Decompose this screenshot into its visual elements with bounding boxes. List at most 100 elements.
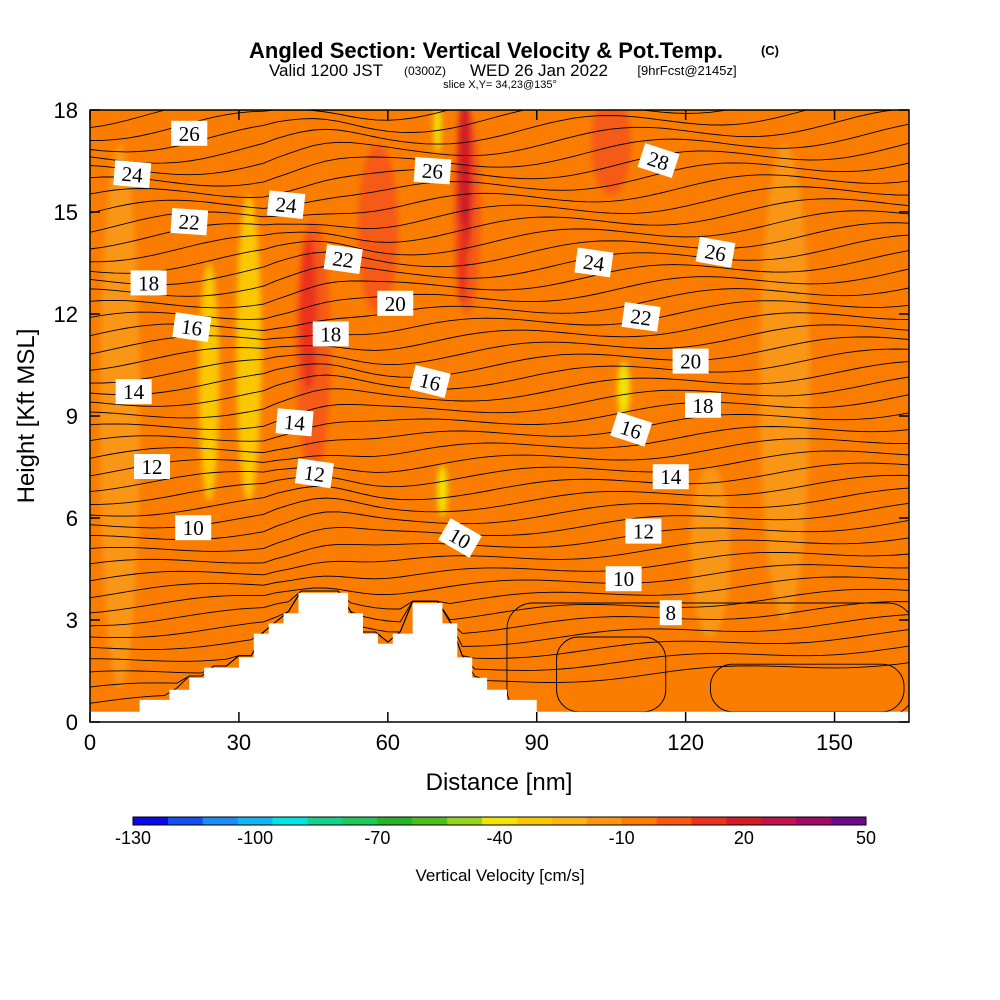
contour-label: 20 bbox=[672, 348, 709, 374]
contour-label-text: 8 bbox=[665, 601, 676, 625]
contour-label-box bbox=[172, 312, 212, 342]
x-tick-label: 150 bbox=[816, 730, 853, 755]
colorbar-tick-label: -100 bbox=[237, 828, 273, 848]
velocity-cell bbox=[690, 467, 731, 637]
isentrope bbox=[90, 450, 909, 505]
contour-label: 22 bbox=[170, 207, 209, 236]
contour-label-box bbox=[171, 120, 208, 146]
contour-label-text: 14 bbox=[123, 380, 145, 404]
velocity-cell bbox=[299, 237, 318, 391]
contour-label: 14 bbox=[275, 408, 314, 437]
contour-label-box bbox=[438, 518, 482, 558]
isentrope bbox=[90, 588, 909, 639]
valid-time: Valid 1200 JST bbox=[269, 61, 383, 80]
isentrope bbox=[90, 590, 909, 662]
isentrope bbox=[90, 210, 909, 274]
contour-label: 12 bbox=[134, 454, 171, 479]
x-tick-label: 90 bbox=[524, 730, 548, 755]
contour-label-box bbox=[275, 408, 314, 437]
isentrope bbox=[90, 110, 729, 153]
contour-label: 8 bbox=[659, 600, 682, 626]
contour-label-text: 14 bbox=[660, 465, 682, 489]
chart-title: Angled Section: Vertical Velocity & Pot.… bbox=[249, 38, 723, 63]
contour-label-box bbox=[175, 515, 212, 541]
contour-label-text: 22 bbox=[629, 304, 653, 331]
colorbar-swatch bbox=[656, 817, 692, 825]
contour-label: 10 bbox=[175, 515, 212, 541]
isentrope bbox=[90, 336, 909, 396]
velocity-cell bbox=[437, 465, 448, 517]
isentrope bbox=[90, 234, 909, 297]
velocity-cell bbox=[99, 144, 140, 688]
colorbar-swatch bbox=[761, 817, 797, 825]
velocity-cell bbox=[840, 178, 859, 382]
contour-label: 22 bbox=[621, 302, 661, 332]
contour-label-box bbox=[685, 392, 722, 418]
contour-label-box bbox=[115, 379, 152, 405]
contour-label-box bbox=[170, 207, 209, 236]
velocity-cell bbox=[636, 620, 656, 722]
velocity-cell bbox=[372, 297, 403, 501]
y-tick-label: 3 bbox=[66, 608, 78, 633]
y-tick-label: 0 bbox=[66, 710, 78, 735]
x-axis-label: Distance [nm] bbox=[426, 769, 573, 796]
isentrope bbox=[90, 412, 909, 459]
contour-label-text: 10 bbox=[183, 516, 204, 540]
contour-label: 24 bbox=[113, 160, 152, 189]
isentrope bbox=[90, 537, 909, 582]
contour-label-box bbox=[574, 247, 614, 278]
potential-temperature-contours bbox=[90, 110, 909, 716]
contour-label-box bbox=[266, 190, 306, 220]
isentrope bbox=[90, 502, 909, 552]
isentrope bbox=[90, 250, 909, 309]
isentrope bbox=[90, 198, 909, 263]
colorbar-swatch bbox=[202, 817, 239, 825]
contour-label: 12 bbox=[294, 458, 334, 489]
contour-label-text: 26 bbox=[703, 239, 728, 266]
colorbar-swatch bbox=[167, 817, 204, 825]
contour-label-box bbox=[413, 156, 452, 185]
isentrope bbox=[90, 348, 909, 407]
velocity-field bbox=[99, 110, 859, 722]
x-tick-label: 0 bbox=[84, 730, 96, 755]
contour-label-box bbox=[621, 302, 661, 332]
velocity-cell bbox=[591, 110, 632, 195]
contour-label-text: 12 bbox=[633, 520, 654, 544]
colorbar-swatch bbox=[447, 817, 483, 825]
x-tick-label: 60 bbox=[376, 730, 400, 755]
contour-label-text: 16 bbox=[180, 314, 204, 341]
contour-label: 12 bbox=[625, 518, 662, 544]
colorbar-swatch bbox=[307, 817, 343, 825]
contour-label-text: 14 bbox=[283, 410, 307, 436]
colorbar-swatch bbox=[342, 817, 378, 825]
y-tick-label: 9 bbox=[66, 404, 78, 429]
colorbar-swatch bbox=[516, 817, 553, 825]
contour-label: 16 bbox=[172, 312, 212, 342]
colorbar-ticks: -130 -100 -70 -40 -10 20 50 bbox=[115, 828, 876, 848]
contour-label: 18 bbox=[312, 321, 349, 347]
colorbar-swatch bbox=[272, 817, 308, 825]
isentrope bbox=[90, 142, 909, 198]
contour-label-box bbox=[659, 600, 682, 626]
y-axis-label: Height [Kft MSL] bbox=[13, 329, 40, 504]
velocity-cell bbox=[617, 361, 630, 416]
contour-label-text: 20 bbox=[680, 350, 701, 374]
colorbar-swatch bbox=[237, 817, 273, 825]
isentrope bbox=[90, 300, 909, 355]
isentrope bbox=[90, 462, 909, 517]
contour-label-box bbox=[610, 411, 653, 447]
colorbar-tick-label: -70 bbox=[364, 828, 390, 848]
contour-label-box bbox=[637, 143, 680, 178]
contour-label-text: 18 bbox=[320, 322, 341, 346]
contour-label: 10 bbox=[605, 566, 642, 592]
colorbar-swatch bbox=[482, 817, 518, 825]
isentrope bbox=[90, 110, 451, 141]
colorbar-swatch bbox=[621, 817, 657, 825]
contour-label: 26 bbox=[695, 236, 736, 268]
isentrope bbox=[90, 426, 909, 477]
contour-label-text: 22 bbox=[331, 246, 355, 273]
contour-label-box bbox=[409, 365, 451, 398]
